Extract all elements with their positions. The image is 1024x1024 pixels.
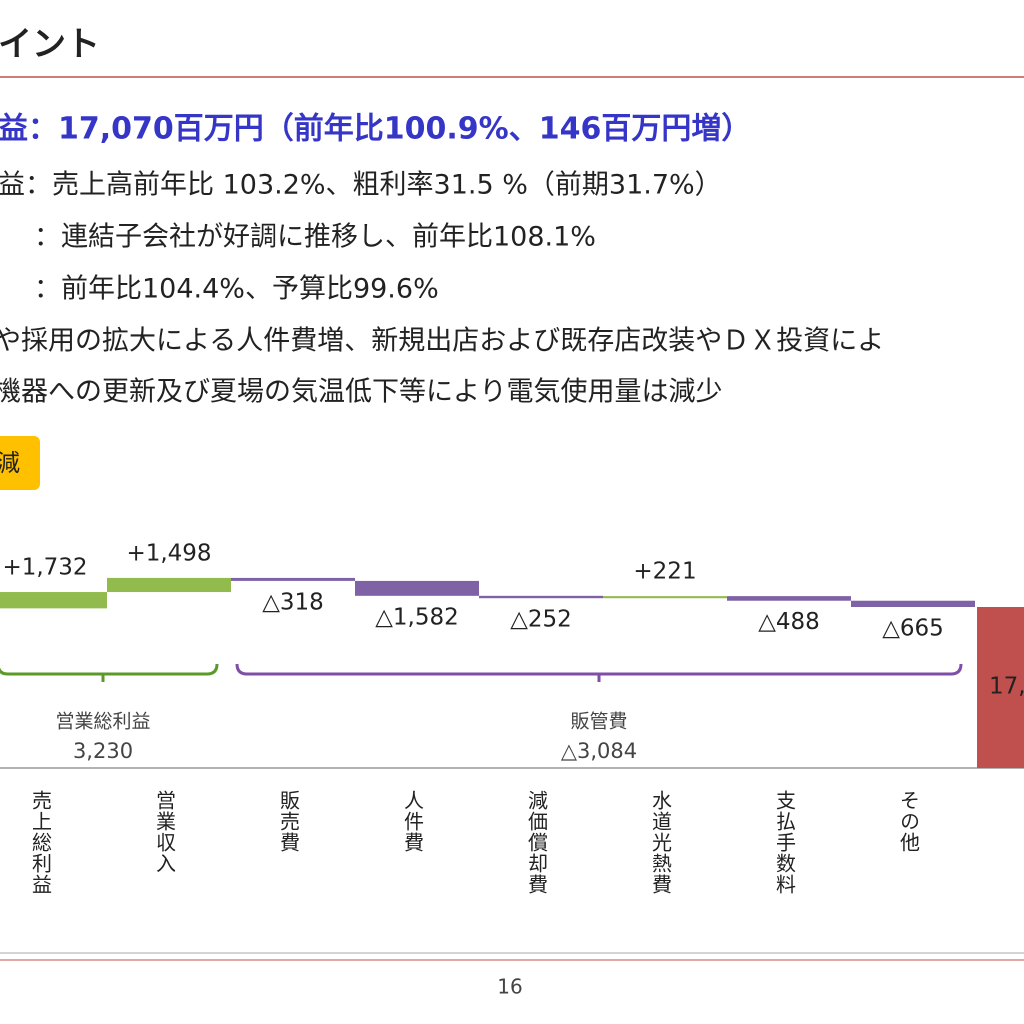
bar [231, 577, 355, 581]
slide-title: イント [0, 25, 100, 65]
badge-text: 減 [0, 449, 20, 477]
x-tick-label: 水道光熱費 [649, 790, 673, 895]
x-tick-label: 減価償却費 [525, 790, 549, 895]
x-tick-label: 営業収入 [153, 790, 177, 874]
bullet: 益：売上高前年比 103.2%、粗利率31.5 %（前期31.7%） [0, 170, 722, 201]
page-number: 16 [497, 975, 522, 999]
x-tick-label: 支払手数料 [773, 790, 797, 895]
x-tick-label: 販売費 [277, 790, 301, 853]
headline: 益：17,070百万円（前年比100.9%、146百万円増） [0, 112, 751, 147]
badge [0, 436, 40, 490]
value-label: 17,070 [989, 674, 1024, 700]
value-label: +1,498 [126, 540, 211, 566]
group-bracket [235, 663, 963, 682]
value-label: △1,582 [375, 604, 459, 630]
bar [0, 592, 107, 609]
bullet: ：連結子会社が好調に推移し、前年比108.1% [34, 222, 596, 253]
value-label: +1,732 [2, 555, 87, 581]
bar [727, 596, 851, 601]
group-value: 3,230 [73, 739, 133, 763]
group-label: 販管費 [570, 711, 627, 733]
x-tick-label: 売上総利益 [29, 790, 53, 895]
value-label: △318 [262, 589, 324, 615]
bar [107, 577, 231, 593]
bar [603, 596, 727, 599]
value-label: △488 [758, 609, 820, 635]
value-label: +221 [633, 559, 696, 585]
value-label: △665 [882, 616, 944, 642]
bullet: や採用の拡大による人件費増、新規出店および既存店改装やＤＸ投資によ [0, 326, 884, 357]
bar [355, 580, 479, 596]
group-bracket [0, 663, 219, 682]
bar [851, 600, 975, 607]
x-tick-label: 営業利益 [1021, 790, 1024, 874]
bar [479, 595, 603, 599]
unit-note: （ [1012, 512, 1024, 536]
group-label: 営業総利益 [55, 711, 150, 733]
bar [977, 607, 1024, 768]
bullet: ：前年比104.4%、予算比99.6% [34, 274, 439, 305]
group-value: △3,084 [561, 739, 637, 763]
value-label: △252 [510, 607, 572, 633]
x-tick-label: その他 [897, 790, 921, 853]
x-tick-label: 人件費 [401, 790, 425, 853]
bullet: 機器への更新及び夏場の気温低下等により電気使用量は減少 [0, 377, 722, 408]
